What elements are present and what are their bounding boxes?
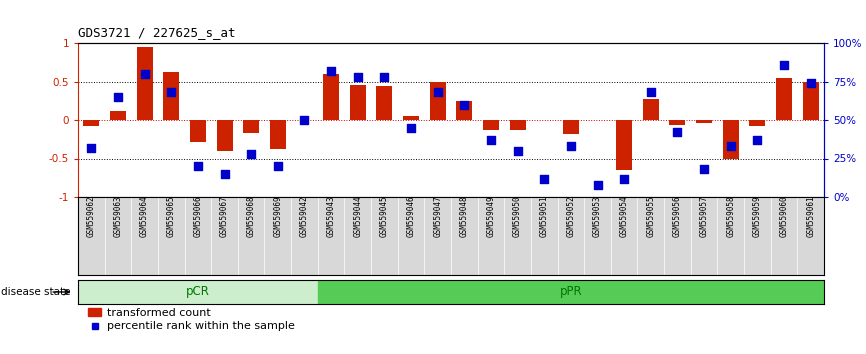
Point <box>165 90 178 95</box>
Point <box>217 171 231 177</box>
Point <box>644 90 658 95</box>
Bar <box>78 280 318 304</box>
Point <box>537 176 551 181</box>
Point <box>378 74 391 80</box>
Bar <box>377 86 392 120</box>
Point <box>324 68 338 74</box>
Legend: transformed count, percentile rank within the sample: transformed count, percentile rank withi… <box>83 304 300 336</box>
Bar <box>164 72 179 120</box>
Point <box>351 74 365 80</box>
Point <box>777 62 791 67</box>
Point <box>244 151 258 157</box>
Bar <box>83 120 100 126</box>
Bar <box>190 120 206 142</box>
Point <box>564 143 578 149</box>
Bar <box>430 81 446 120</box>
Bar <box>563 120 578 134</box>
Point <box>591 182 604 188</box>
Point <box>457 102 471 107</box>
Point <box>484 137 498 143</box>
Bar <box>323 74 339 120</box>
Bar <box>270 120 286 149</box>
Text: pCR: pCR <box>186 285 210 298</box>
Point <box>724 143 738 149</box>
Bar <box>696 120 712 123</box>
Point <box>751 137 765 143</box>
Bar <box>350 85 365 120</box>
Bar <box>216 120 233 151</box>
Point <box>430 90 444 95</box>
Point <box>617 176 631 181</box>
Bar <box>617 120 632 170</box>
Point <box>804 80 818 86</box>
Bar <box>456 101 472 120</box>
Point <box>191 163 205 169</box>
Point <box>511 148 525 154</box>
Text: disease state: disease state <box>1 287 70 297</box>
Point <box>138 71 152 76</box>
Point <box>670 130 684 135</box>
Point <box>404 125 418 131</box>
Bar <box>403 116 419 120</box>
Bar <box>803 81 818 120</box>
Point <box>697 166 711 172</box>
Bar <box>643 99 659 120</box>
Bar <box>137 47 152 120</box>
Bar <box>749 120 766 126</box>
Point <box>298 117 312 123</box>
Point <box>111 94 125 100</box>
Point <box>84 145 98 150</box>
Bar <box>110 111 126 120</box>
Bar <box>483 120 499 130</box>
Bar <box>776 78 792 120</box>
Bar <box>723 120 739 159</box>
Bar <box>509 120 526 130</box>
Bar <box>669 120 686 125</box>
Text: pPR: pPR <box>559 285 582 298</box>
Bar <box>243 120 259 133</box>
Point <box>271 163 285 169</box>
Text: GDS3721 / 227625_s_at: GDS3721 / 227625_s_at <box>78 26 236 39</box>
